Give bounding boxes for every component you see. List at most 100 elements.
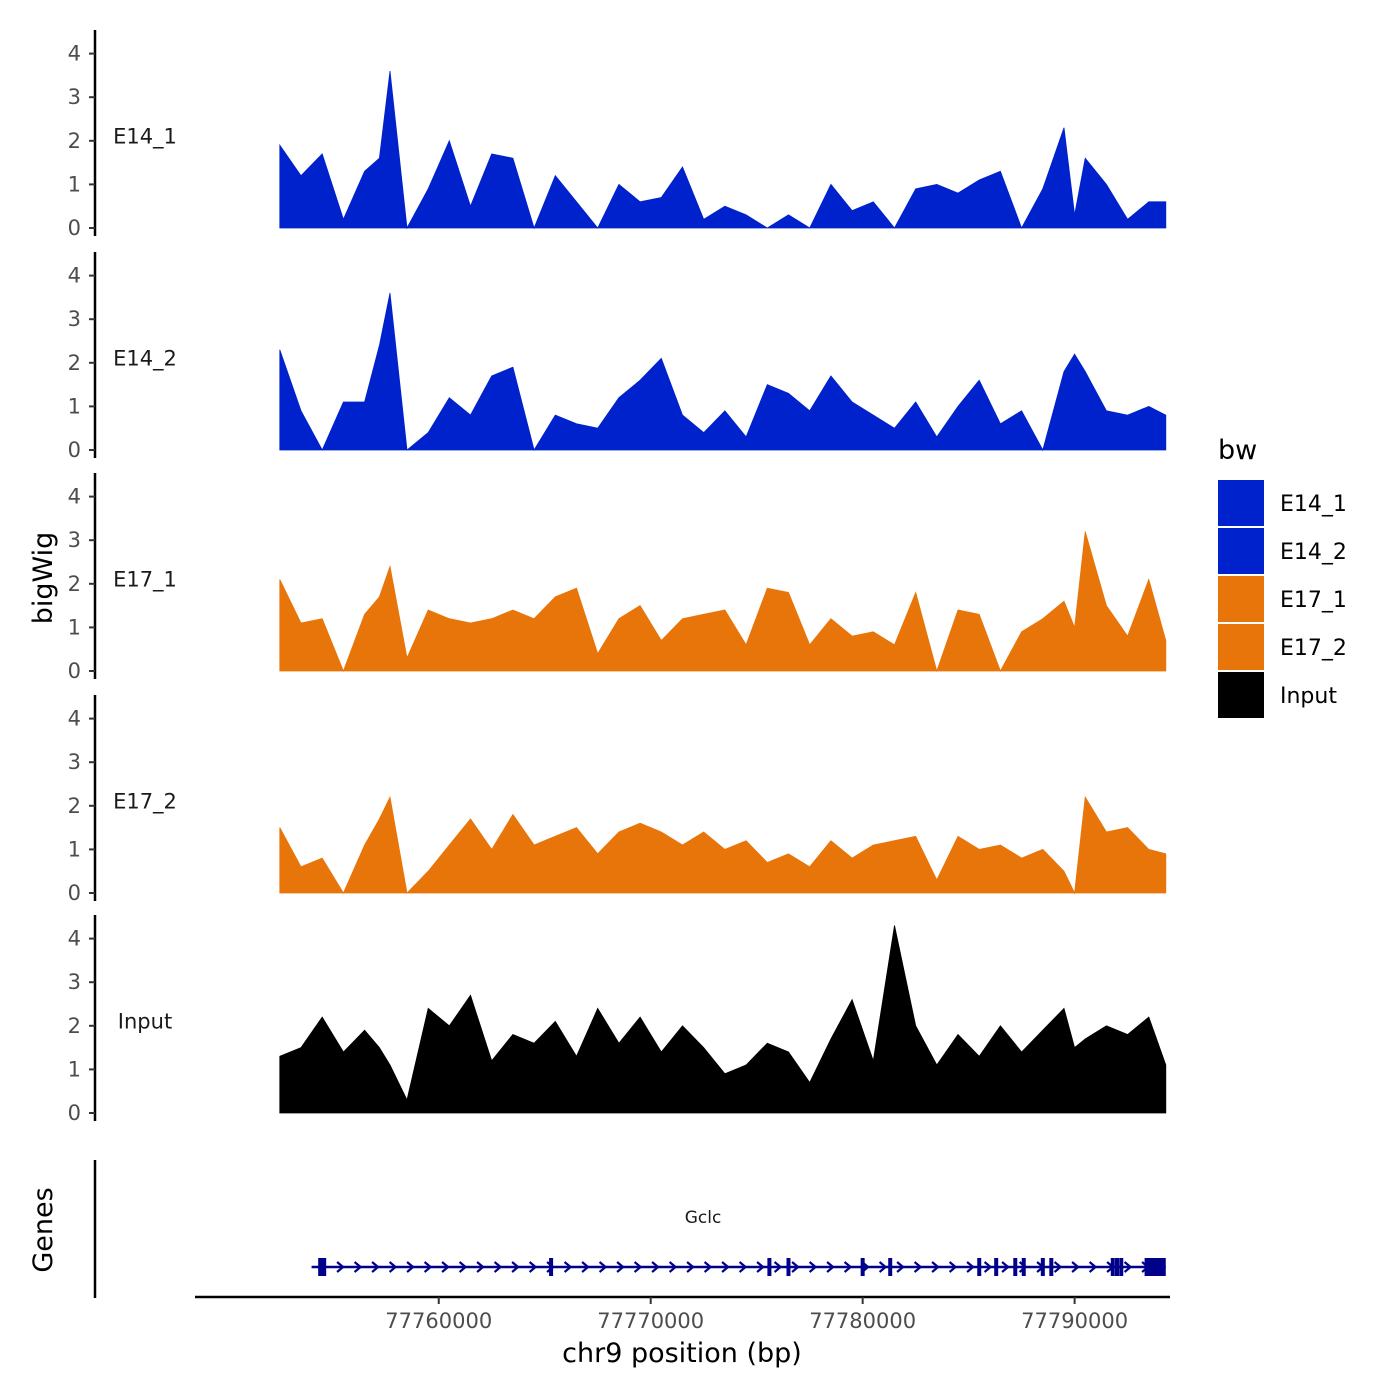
y-axis-title: bigWig [28,532,59,625]
gene-name-label: Gclc [685,1208,722,1228]
y-tick-label: 4 [68,264,81,288]
y-tick-label: 4 [68,927,81,951]
track-label: E17_1 [113,567,177,592]
y-tick-label: 3 [68,750,81,774]
x-tick-label: 77790000 [1021,1309,1128,1333]
strand-arrow [633,1261,643,1273]
legend-title: bw [1218,435,1257,466]
track-e17-2: 0 1 2 3 4 E17_2 [68,695,1167,905]
strand-arrow [423,1261,433,1273]
y-tick-label: 0 [68,659,81,683]
x-axis: 77760000 77770000 77780000 77790000 [195,1295,1170,1333]
strand-arrow [1088,1261,1098,1273]
area-series-e14-1 [279,70,1167,230]
strand-arrow [493,1261,503,1273]
area-series-e17-1 [279,531,1167,673]
y-tick-label: 0 [68,438,81,462]
y-tick-label: 1 [68,615,81,639]
exon [888,1258,893,1276]
exon [1049,1258,1054,1276]
strand-arrow [983,1261,993,1273]
strand-arrow [511,1261,520,1273]
strand-arrow [826,1261,835,1273]
strand-arrow [721,1261,730,1273]
legend: bw E14_1 E14_2 E17_1 E17_2 Input [1218,435,1347,718]
track-label: E14_2 [113,346,177,371]
strand-arrow [371,1261,380,1273]
strand-arrow [756,1261,765,1273]
legend-label: Input [1280,684,1337,709]
strand-arrow [528,1261,538,1273]
strand-arrow [581,1261,590,1273]
strand-arrow [738,1261,748,1273]
y-tick-label: 1 [68,394,81,418]
area-series-e17-2 [279,795,1167,895]
exon [1115,1258,1120,1276]
y-tick-label: 2 [68,794,81,818]
legend-key-input [1218,672,1264,718]
y-tick-label: 2 [68,129,81,153]
y-tick-label: 3 [68,307,81,331]
strand-arrow [1001,1261,1010,1273]
exon-first [318,1258,327,1276]
strand-arrow [948,1261,958,1273]
track-label: E17_2 [113,789,177,814]
track-label: Input [118,1009,172,1033]
genes-layer: Gclc [93,1160,1166,1298]
x-tick-label: 77780000 [809,1309,916,1333]
legend-key-e17-1 [1218,576,1264,622]
strand-arrow [808,1261,818,1273]
legend-key-e17-2 [1218,624,1264,670]
strand-arrow [773,1261,783,1273]
area-series-e14-2 [279,292,1167,452]
strand-arrow [441,1261,450,1273]
y-tick-label: 1 [68,837,81,861]
track-e17-1: 0 1 2 3 4 E17_1 [68,473,1167,683]
strand-arrow [598,1261,608,1273]
strand-arrow [1123,1261,1133,1273]
strand-arrow [353,1261,363,1273]
y-tick-label: 1 [68,1057,81,1081]
exon [1119,1258,1124,1276]
y-tick-label: 4 [68,485,81,509]
strand-arrow [388,1261,398,1273]
strand-arrow [651,1261,660,1273]
genes-axis-title: Genes [28,1187,59,1272]
legend-key-e14-2 [1218,528,1264,574]
exon [1110,1258,1115,1276]
strand-arrow [336,1261,345,1273]
exon [977,1258,982,1276]
y-tick-label: 3 [68,85,81,109]
exon [1040,1258,1045,1276]
area-series-input [279,925,1167,1114]
y-tick-label: 4 [68,42,81,66]
exon [1013,1258,1018,1276]
track-input: 0 1 2 3 4 Input [68,915,1167,1125]
strand-arrow [668,1261,678,1273]
exon [767,1258,772,1276]
strand-arrow [686,1261,695,1273]
strand-arrow [563,1261,573,1273]
y-tick-label: 3 [68,970,81,994]
exon [1021,1258,1026,1276]
legend-label: E14_2 [1280,540,1347,565]
legend-label: E14_1 [1280,492,1347,517]
track-label: E14_1 [113,124,177,149]
strand-arrow [896,1261,905,1273]
strand-arrow [458,1261,468,1273]
x-tick-label: 77760000 [385,1309,492,1333]
strand-arrow [931,1261,940,1273]
exon [786,1258,791,1276]
y-tick-label: 2 [68,572,81,596]
track-e14-1: 0 1 2 3 4 E14_1 [68,30,1167,240]
y-tick-label: 2 [68,351,81,375]
strand-arrow [843,1261,853,1273]
exon [549,1258,554,1276]
x-tick-label: 77770000 [597,1309,704,1333]
strand-arrow [1071,1261,1080,1273]
exon [860,1258,865,1276]
strand-arrow [913,1261,923,1273]
y-tick-label: 0 [68,881,81,905]
